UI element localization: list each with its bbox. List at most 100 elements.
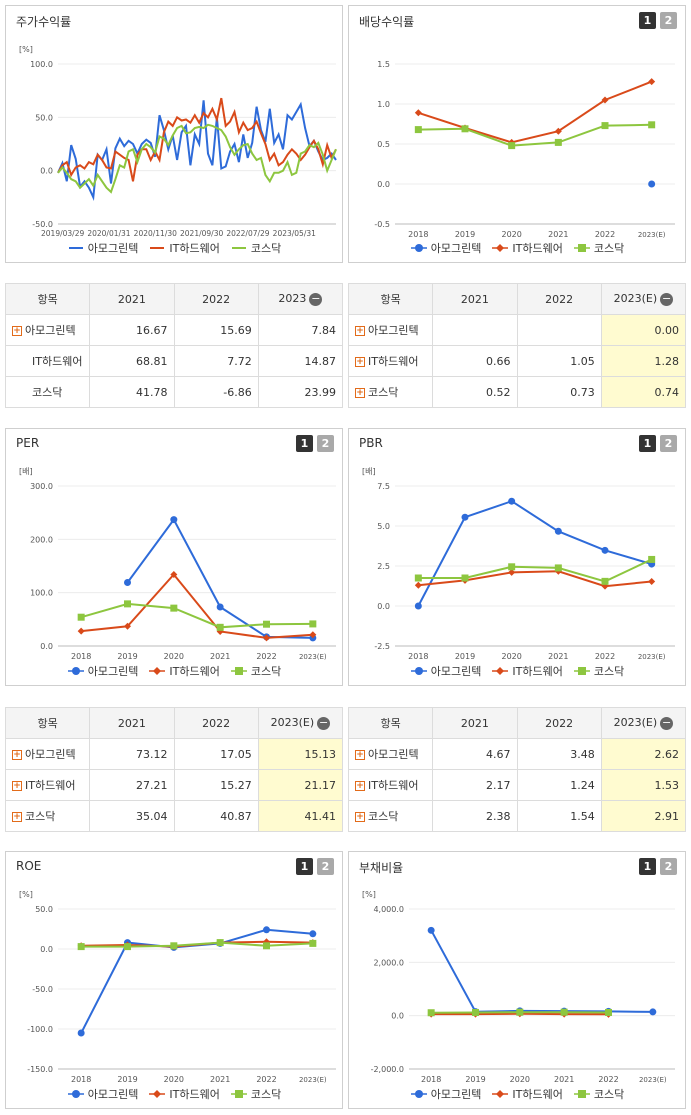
panel-title: PBR	[359, 436, 383, 450]
pbr-table: 항목 2021 2022 2023(E) − + 아모그린텍 4.67 3.48 2.62 + IT하…	[347, 707, 687, 832]
collapse-minus-icon[interactable]: −	[317, 715, 331, 730]
row-label: 아모그린텍	[368, 324, 419, 337]
expand-plus-icon[interactable]: +	[355, 750, 365, 760]
unit-label: [배]	[19, 467, 33, 476]
legend-item-kosdaq[interactable]: 코스닥	[573, 663, 624, 679]
collapse-minus-icon[interactable]: −	[660, 291, 674, 306]
legend-item-amogreentech[interactable]: 아모그린텍	[410, 663, 481, 679]
legend-item-it-hardware[interactable]: IT하드웨어	[148, 663, 220, 679]
legend-item-it-hardware[interactable]: IT하드웨어	[491, 663, 563, 679]
expand-plus-icon[interactable]: +	[12, 812, 22, 822]
expand-plus-icon[interactable]: +	[12, 781, 22, 791]
legend-item-kosdaq[interactable]: 코스닥	[573, 1086, 624, 1102]
expand-plus-icon[interactable]: +	[355, 781, 365, 791]
value-cell: -6.86	[173, 376, 259, 408]
y-tick-label: 1.0	[377, 100, 390, 109]
collapse-minus-icon[interactable]: −	[660, 715, 674, 730]
legend-item-kosdaq[interactable]: 코스닥	[230, 240, 281, 256]
kosdaq-series-line	[418, 123, 652, 147]
value-cell: 41.41	[257, 800, 344, 832]
legend-item-amogreentech[interactable]: 아모그린텍	[410, 1086, 481, 1102]
expand-plus-icon[interactable]: +	[12, 750, 22, 760]
x-tick-label: 2022	[256, 1075, 276, 1084]
column-header: 항목	[380, 293, 401, 306]
y-tick-label: 300.0	[30, 482, 53, 491]
page-2-button[interactable]: 2	[660, 858, 677, 875]
amogreentech-point	[124, 579, 131, 587]
page-2-button[interactable]: 2	[317, 858, 334, 875]
table-row: + 아모그린텍 73.12 17.05 15.13	[4, 738, 344, 770]
legend-item-it-hardware[interactable]: IT하드웨어	[148, 240, 220, 256]
value-cell: 15.27	[173, 769, 259, 801]
table-header-row: 항목 2021 2022 2023(E) −	[347, 283, 687, 315]
legend-label: 코스닥	[250, 242, 282, 255]
collapse-minus-icon[interactable]: −	[309, 291, 323, 306]
kosdaq-point	[170, 942, 178, 950]
page-2-button[interactable]: 2	[660, 12, 677, 29]
page-1-button[interactable]: 1	[639, 858, 656, 875]
table-row: 코스닥 41.78 -6.86 23.99	[4, 376, 344, 408]
y-tick-label: 0.0	[40, 642, 53, 651]
column-header: 2022	[545, 292, 574, 306]
kosdaq-series-line	[57, 123, 337, 194]
page-buttons: 1 2	[639, 12, 677, 29]
legend-item-kosdaq[interactable]: 코스닥	[230, 1086, 281, 1102]
header-cell: 항목	[347, 707, 434, 739]
kosdaq-legend-icon	[573, 667, 590, 675]
it-hardware-point	[170, 571, 178, 579]
y-tick-label: 50.0	[35, 905, 53, 914]
legend-item-amogreentech[interactable]: 아모그린텍	[67, 1086, 138, 1102]
page-1-button[interactable]: 1	[296, 858, 313, 875]
page-1-button[interactable]: 1	[639, 435, 656, 452]
legend-item-kosdaq[interactable]: 코스닥	[230, 663, 281, 679]
expand-plus-icon[interactable]: +	[12, 326, 22, 336]
y-tick-label: -150.0	[27, 1065, 53, 1074]
row-label: 아모그린텍	[25, 324, 76, 337]
y-tick-label: 0.0	[40, 167, 53, 176]
page-2-button[interactable]: 2	[317, 435, 334, 452]
legend-item-it-hardware[interactable]: IT하드웨어	[148, 1086, 220, 1102]
debt-ratio-chart: [%] 4,000.0 2,000.0 0.0 -2,000.0 2018 2019 2020…	[362, 890, 675, 1084]
kosdaq-series-line	[80, 602, 313, 629]
value-cell: 68.81	[89, 345, 175, 377]
table-row: + 코스닥 35.04 40.87 41.41	[4, 800, 344, 832]
it-hardware-legend-icon	[149, 1090, 166, 1098]
expand-plus-icon[interactable]: +	[355, 357, 365, 367]
page-2-button[interactable]: 2	[660, 435, 677, 452]
kosdaq-legend-icon	[231, 247, 246, 249]
amogreentech-point	[216, 603, 224, 611]
y-tick-label: 0.0	[391, 1012, 404, 1021]
legend-item-amogreentech[interactable]: 아모그린텍	[67, 663, 138, 679]
y-tick-label: 2,000.0	[373, 958, 404, 967]
panel-title: PER	[16, 436, 40, 450]
column-header: 항목	[37, 717, 58, 730]
y-tick-label: -50.0	[32, 220, 53, 229]
kosdaq-point	[508, 563, 516, 571]
y-tick-label: -100.0	[27, 1025, 53, 1034]
table-row: + IT하드웨어 27.21 15.27 21.17	[4, 769, 344, 801]
kosdaq-point	[427, 1009, 435, 1017]
amogreentech-point	[648, 180, 656, 188]
amogreentech-point	[601, 546, 609, 554]
amogreentech-legend-icon	[410, 244, 427, 252]
legend-item-kosdaq[interactable]: 코스닥	[573, 240, 624, 256]
value-cell: 15.69	[173, 314, 259, 346]
header-cell: 2022	[516, 707, 602, 739]
expand-plus-icon[interactable]: +	[355, 812, 365, 822]
legend-item-it-hardware[interactable]: IT하드웨어	[491, 1086, 563, 1102]
pbr-panel: PBR 1 2 [배] 7.5 5.0 2.5 0.0 -2.5 2018 2019 2020 2…	[348, 428, 686, 686]
page-buttons: 1 2	[296, 435, 334, 452]
expand-plus-icon[interactable]: +	[355, 388, 365, 398]
it-hardware-legend-icon	[492, 244, 509, 252]
legend-item-amogreentech[interactable]: 아모그린텍	[410, 240, 481, 256]
row-label: 코스닥	[25, 810, 56, 823]
value-cell: 3.48	[516, 738, 602, 770]
value-cell: 7.84	[257, 314, 344, 346]
value-cell: 1.53	[600, 769, 687, 801]
page-1-button[interactable]: 1	[296, 435, 313, 452]
legend-item-it-hardware[interactable]: IT하드웨어	[491, 240, 563, 256]
page-1-button[interactable]: 1	[639, 12, 656, 29]
legend-item-amogreentech[interactable]: 아모그린텍	[67, 240, 138, 256]
page-buttons: 1 2	[639, 858, 677, 875]
expand-plus-icon[interactable]: +	[355, 326, 365, 336]
